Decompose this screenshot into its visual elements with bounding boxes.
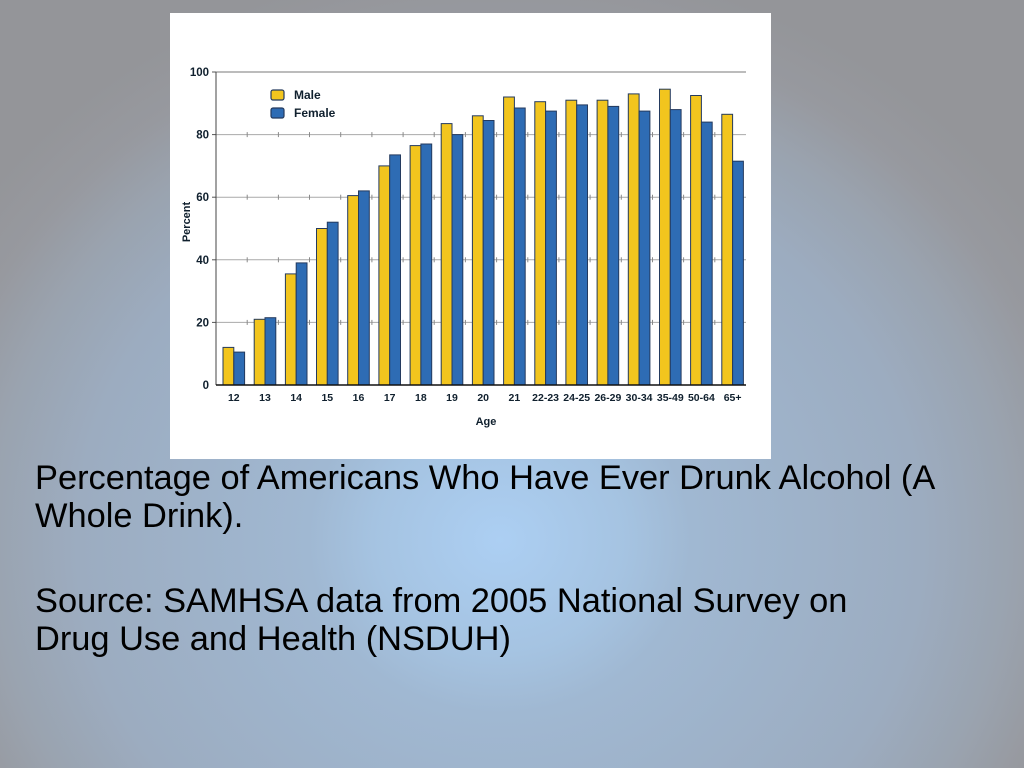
svg-text:18: 18 [415, 392, 427, 404]
svg-text:50-64: 50-64 [688, 392, 715, 404]
svg-text:22-23: 22-23 [532, 392, 559, 404]
svg-text:20: 20 [477, 392, 489, 404]
svg-text:40: 40 [196, 255, 209, 267]
svg-text:0: 0 [203, 380, 209, 392]
svg-text:24-25: 24-25 [563, 392, 590, 404]
svg-text:30-34: 30-34 [626, 392, 653, 404]
svg-text:16: 16 [353, 392, 365, 404]
svg-text:Percent: Percent [181, 201, 193, 242]
svg-text:Female: Female [294, 106, 336, 120]
svg-text:35-49: 35-49 [657, 392, 684, 404]
svg-text:100: 100 [190, 67, 209, 79]
svg-text:14: 14 [290, 392, 302, 404]
svg-text:65+: 65+ [724, 392, 742, 404]
svg-text:19: 19 [446, 392, 458, 404]
svg-text:12: 12 [228, 392, 240, 404]
svg-text:26-29: 26-29 [594, 392, 621, 404]
svg-text:17: 17 [384, 392, 396, 404]
svg-text:21: 21 [509, 392, 521, 404]
svg-text:20: 20 [196, 317, 209, 329]
svg-text:80: 80 [196, 130, 209, 142]
svg-text:15: 15 [321, 392, 333, 404]
svg-text:13: 13 [259, 392, 271, 404]
svg-text:Male: Male [294, 88, 321, 102]
svg-text:60: 60 [196, 192, 209, 204]
svg-text:Age: Age [476, 416, 497, 428]
